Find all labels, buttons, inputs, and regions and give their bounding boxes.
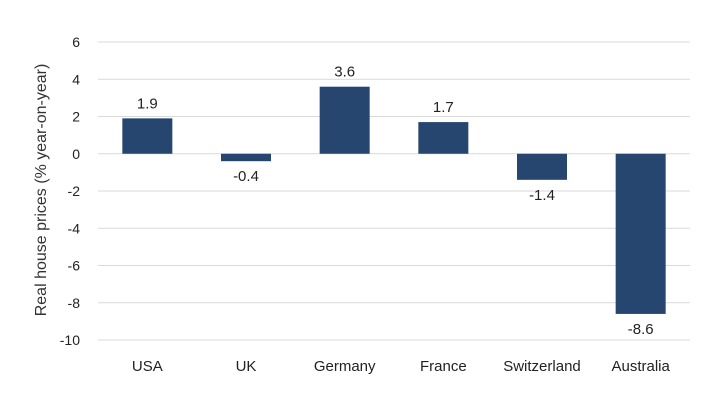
y-tick-label: -2 (68, 183, 81, 199)
y-tick-label: -6 (68, 258, 81, 274)
data-label: 3.6 (334, 64, 355, 81)
y-tick-label: -10 (60, 332, 80, 348)
y-axis-label: Real house prices (% year-on-year) (33, 64, 50, 317)
y-tick-label: -4 (68, 220, 81, 236)
data-labels: 1.9 -0.4 3.6 1.7 -1.4 -8.6 (137, 64, 654, 338)
bar-usa (122, 118, 173, 154)
bar-australia (615, 153, 666, 314)
x-category-label: France (420, 358, 467, 375)
bar-france (418, 122, 469, 154)
x-category-label: Australia (611, 358, 670, 375)
data-label: 1.9 (137, 95, 158, 112)
y-tick-label: 0 (72, 146, 80, 162)
bars (122, 86, 666, 314)
data-label: -0.4 (233, 168, 259, 185)
y-axis-ticks: 6 4 2 0 -2 -4 -6 -8 -10 (60, 34, 80, 348)
gridlines (98, 41, 690, 341)
y-tick-label: -8 (68, 295, 81, 311)
x-category-label: Germany (314, 358, 376, 375)
x-category-label: Switzerland (503, 358, 581, 375)
y-tick-label: 2 (72, 109, 80, 125)
x-category-label: USA (132, 358, 163, 375)
y-tick-label: 6 (72, 34, 80, 50)
bar-switzerland (517, 153, 567, 180)
data-label: -1.4 (529, 187, 555, 204)
data-label: -8.6 (628, 321, 654, 338)
x-category-label: UK (236, 358, 257, 375)
bar-germany (319, 86, 370, 154)
y-tick-label: 4 (72, 71, 80, 87)
data-label: 1.7 (433, 99, 454, 116)
bar-uk (221, 153, 271, 162)
x-axis-categories: USA UK Germany France Switzerland Australia (132, 358, 671, 375)
